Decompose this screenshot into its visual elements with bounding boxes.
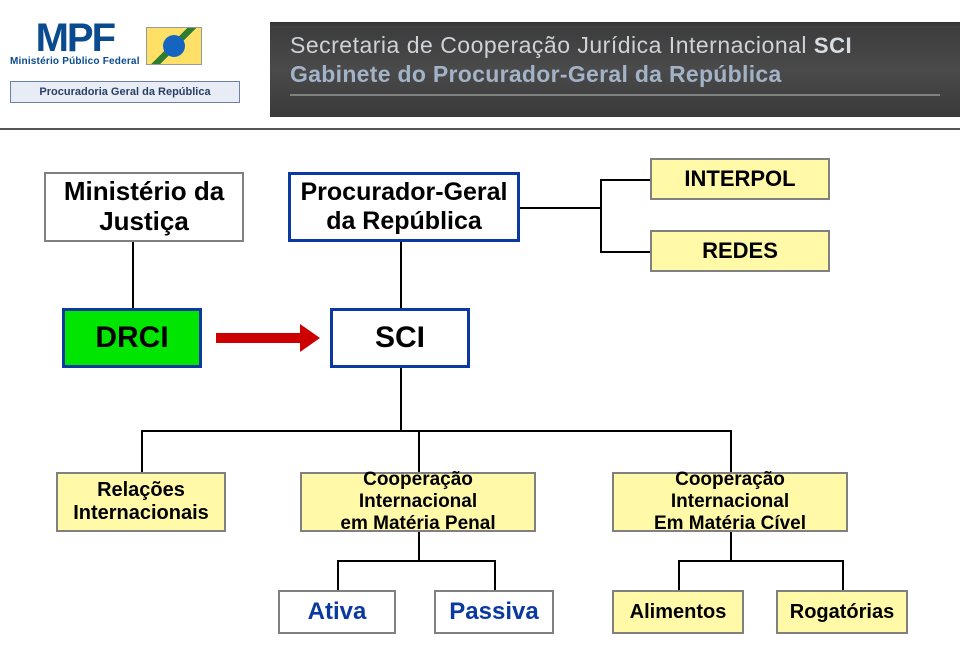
connector-line (337, 560, 494, 562)
node-alimentos: Alimentos (612, 590, 744, 634)
connector-line (337, 560, 339, 590)
connector-line (494, 560, 496, 590)
node-redes: REDES (650, 230, 830, 272)
connector-line (678, 560, 842, 562)
header-banner: MPF Ministério Público Federal Procurado… (0, 0, 960, 130)
arrow-drci-to-sci (216, 333, 300, 343)
connector-line (141, 430, 143, 472)
connector-line (730, 430, 732, 472)
band-title-1: Secretaria de Cooperação Jurídica Intern… (290, 32, 940, 59)
connector-line (418, 532, 420, 560)
connector-line (520, 207, 600, 209)
connector-line (600, 179, 650, 181)
band-title-1-sci: SCI (814, 33, 852, 58)
node-mj: Ministério da Justiça (44, 172, 244, 242)
mpf-sub: Ministério Público Federal (10, 56, 140, 67)
node-cip: Cooperação Internacional em Matéria Pena… (300, 472, 536, 532)
connector-line (600, 179, 602, 251)
node-rog: Rogatórias (776, 590, 908, 634)
mpf-letters: MPF (36, 20, 114, 56)
connector-line (132, 242, 134, 308)
arrow-head-icon (300, 324, 320, 352)
node-passiva: Passiva (434, 590, 554, 634)
header-title-band: Secretaria de Cooperação Jurídica Intern… (270, 22, 960, 117)
node-drci: DRCI (62, 308, 202, 368)
header-logo-block: MPF Ministério Público Federal Procurado… (10, 20, 260, 120)
band-title-2: Gabinete do Procurador-Geral da Repúblic… (290, 61, 940, 88)
connector-line (400, 242, 402, 308)
brazil-flag-icon (146, 27, 202, 65)
mpf-logo: MPF Ministério Público Federal (10, 20, 260, 67)
band-title-1-text: Secretaria de Cooperação Jurídica Intern… (290, 32, 807, 58)
connector-line (600, 251, 650, 253)
connector-line (678, 560, 680, 590)
node-cic: Cooperação Internacional Em Matéria Cíve… (612, 472, 848, 532)
band-divider (290, 94, 940, 96)
node-sci: SCI (330, 308, 470, 368)
node-ativa: Ativa (278, 590, 396, 634)
connector-line (418, 430, 420, 472)
connector-line (400, 368, 402, 430)
org-diagram: Ministério da Justiça Procurador-Geral da… (0, 130, 960, 653)
connector-line (141, 430, 730, 432)
pgr-badge: Procuradoria Geral da República (10, 81, 240, 103)
connector-line (730, 532, 732, 560)
node-interpol: INTERPOL (650, 158, 830, 200)
node-pgr: Procurador-Geral da República (288, 172, 520, 242)
node-ri: Relações Internacionais (56, 472, 226, 532)
connector-line (842, 560, 844, 590)
